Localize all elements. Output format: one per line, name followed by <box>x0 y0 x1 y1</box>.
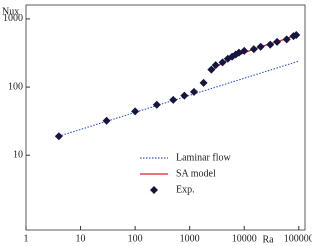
data-point <box>266 40 275 49</box>
series-line <box>58 60 299 137</box>
x-tick-label: 10000 <box>232 233 257 244</box>
data-point <box>249 45 258 54</box>
y-tick-label: 10 <box>13 150 23 161</box>
data-point <box>169 95 178 104</box>
data-point <box>102 116 111 125</box>
y-tick-label: 100 <box>8 81 23 92</box>
data-point <box>207 65 216 74</box>
data-point <box>256 42 265 51</box>
legend-label: SA model <box>176 168 216 179</box>
data-point <box>54 132 63 141</box>
data-point <box>189 87 198 96</box>
data-point <box>199 78 208 87</box>
x-tick-label: 100 <box>128 233 143 244</box>
x-tick-label: 10 <box>76 233 86 244</box>
data-point <box>211 61 220 70</box>
x-tick-label: 1 <box>24 233 29 244</box>
y-axis-label: Nux <box>2 6 19 17</box>
data-point <box>292 31 301 40</box>
x-tick-label: 100000 <box>284 233 312 244</box>
data-point <box>282 35 291 44</box>
y-tick-label: 1000 <box>3 13 23 24</box>
data-point <box>131 107 140 116</box>
plot-frame <box>25 4 306 231</box>
data-point <box>152 100 161 109</box>
legend-label: Laminar flow <box>176 152 231 163</box>
data-point <box>180 91 189 100</box>
x-tick-label: 1000 <box>180 233 200 244</box>
legend-marker <box>150 186 158 194</box>
x-axis-label: Ra <box>262 234 274 245</box>
legend-label: Exp. <box>176 184 195 195</box>
data-point <box>240 46 249 55</box>
data-point <box>273 37 282 46</box>
chart: Nux Ra 1 10 100 1000 10000 100000 10 100 1000 Lam… <box>2 4 312 245</box>
data-point <box>218 58 227 67</box>
